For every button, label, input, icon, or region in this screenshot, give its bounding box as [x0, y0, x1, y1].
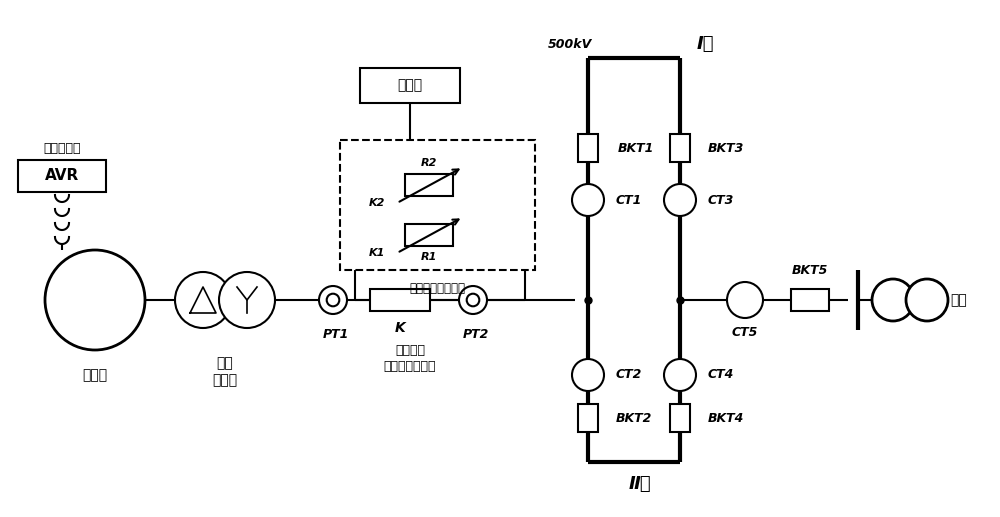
Text: CT5: CT5	[732, 326, 758, 339]
Text: AVR: AVR	[45, 169, 79, 184]
Text: Ⅰ母: Ⅰ母	[696, 35, 714, 53]
Text: CT1: CT1	[616, 193, 642, 206]
Text: 调相机: 调相机	[82, 368, 108, 382]
Circle shape	[467, 294, 479, 306]
Circle shape	[219, 272, 275, 328]
Bar	[360, 68, 460, 103]
Text: BKT3: BKT3	[708, 142, 744, 155]
Circle shape	[872, 279, 914, 321]
Text: R2: R2	[421, 158, 437, 168]
Text: BKT2: BKT2	[616, 412, 652, 424]
Circle shape	[664, 359, 696, 391]
Bar	[405, 224, 453, 246]
Text: 闪络故障发生单元: 闪络故障发生单元	[410, 281, 466, 295]
Text: 励磁调节器: 励磁调节器	[43, 142, 81, 155]
Text: CT4: CT4	[708, 369, 734, 382]
Bar	[791, 289, 829, 311]
Circle shape	[906, 279, 948, 321]
Circle shape	[727, 282, 763, 318]
Circle shape	[319, 286, 347, 314]
Text: PT1: PT1	[323, 328, 349, 342]
Bar	[18, 160, 106, 192]
Text: 变压器: 变压器	[212, 373, 238, 387]
Circle shape	[45, 250, 145, 350]
Text: CT3: CT3	[708, 193, 734, 206]
Text: 电源: 电源	[950, 293, 967, 307]
Bar	[370, 289, 430, 311]
Text: CT2: CT2	[616, 369, 642, 382]
Text: （断口断路器）: （断口断路器）	[384, 360, 436, 373]
Text: 500kV: 500kV	[548, 38, 592, 51]
Text: R1: R1	[421, 252, 437, 262]
Text: 同期开关: 同期开关	[395, 343, 425, 357]
Bar	[578, 404, 598, 432]
Bar	[578, 134, 598, 162]
Circle shape	[459, 286, 487, 314]
Text: K2: K2	[369, 198, 385, 208]
Circle shape	[175, 272, 231, 328]
Text: BKT5: BKT5	[792, 264, 828, 277]
Text: BKT4: BKT4	[708, 412, 744, 424]
Circle shape	[572, 359, 604, 391]
Text: 控制器: 控制器	[397, 79, 423, 93]
Bar	[405, 174, 453, 196]
Circle shape	[327, 294, 339, 306]
Text: BKT1: BKT1	[618, 142, 654, 155]
Text: K: K	[395, 321, 405, 335]
Bar	[670, 134, 690, 162]
Text: PT2: PT2	[463, 328, 489, 342]
Bar	[340, 140, 535, 270]
Text: Ⅱ母: Ⅱ母	[629, 475, 651, 493]
Circle shape	[664, 184, 696, 216]
Text: 升压: 升压	[217, 356, 233, 370]
Bar	[670, 404, 690, 432]
Circle shape	[572, 184, 604, 216]
Text: K1: K1	[369, 248, 385, 258]
